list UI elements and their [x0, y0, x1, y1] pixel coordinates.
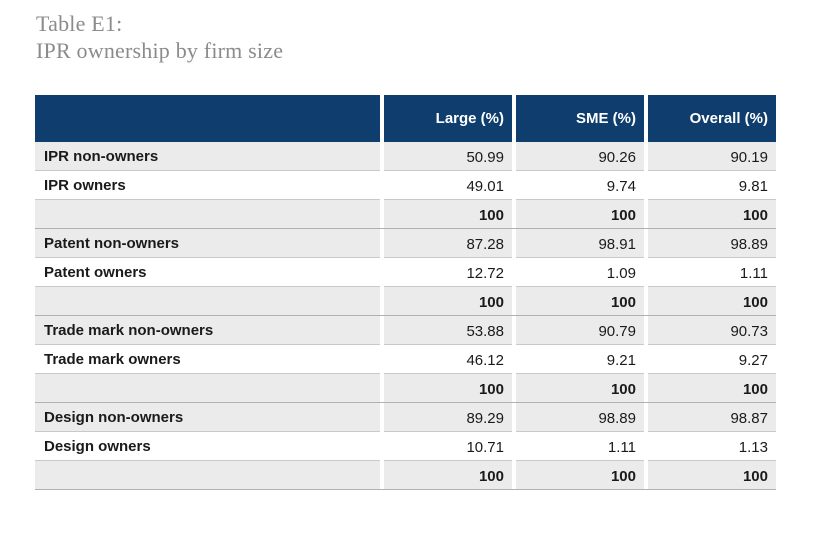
cell-overall: 9.27: [648, 345, 776, 374]
row-label: [35, 461, 380, 490]
cell-sme: 100: [516, 200, 644, 229]
row-label: Design owners: [35, 432, 380, 461]
column-header-overall: Overall (%): [648, 95, 776, 142]
cell-overall: 98.89: [648, 229, 776, 258]
cell-sme: 9.74: [516, 171, 644, 200]
cell-overall: 9.81: [648, 171, 776, 200]
row-label: [35, 200, 380, 229]
row-label: Patent non-owners: [35, 229, 380, 258]
table-row: Trade mark owners 46.12 9.21 9.27: [35, 345, 776, 374]
table-header-row: Large (%) SME (%) Overall (%): [35, 95, 776, 142]
cell-sme: 98.91: [516, 229, 644, 258]
table-row: 100 100 100: [35, 200, 776, 229]
row-label: [35, 287, 380, 316]
table-row: Patent owners 12.72 1.09 1.11: [35, 258, 776, 287]
cell-overall: 100: [648, 200, 776, 229]
table-row: 100 100 100: [35, 461, 776, 490]
table-title: Table E1: IPR ownership by firm size: [36, 10, 283, 64]
row-label: Patent owners: [35, 258, 380, 287]
cell-sme: 100: [516, 374, 644, 403]
row-label: Trade mark non-owners: [35, 316, 380, 345]
cell-overall: 1.11: [648, 258, 776, 287]
cell-large: 100: [384, 200, 512, 229]
row-label: Design non-owners: [35, 403, 380, 432]
column-header-large: Large (%): [384, 95, 512, 142]
table-row: IPR non-owners 50.99 90.26 90.19: [35, 142, 776, 171]
cell-overall: 1.13: [648, 432, 776, 461]
cell-overall: 98.87: [648, 403, 776, 432]
table-row: IPR owners 49.01 9.74 9.81: [35, 171, 776, 200]
cell-large: 100: [384, 287, 512, 316]
cell-large: 87.28: [384, 229, 512, 258]
cell-large: 100: [384, 461, 512, 490]
table-row: Trade mark non-owners 53.88 90.79 90.73: [35, 316, 776, 345]
cell-sme: 1.09: [516, 258, 644, 287]
cell-sme: 90.79: [516, 316, 644, 345]
cell-large: 49.01: [384, 171, 512, 200]
cell-sme: 1.11: [516, 432, 644, 461]
row-label: [35, 374, 380, 403]
table-row: Design owners 10.71 1.11 1.13: [35, 432, 776, 461]
cell-large: 100: [384, 374, 512, 403]
table-caption: IPR ownership by firm size: [36, 38, 284, 63]
cell-sme: 90.26: [516, 142, 644, 171]
cell-sme: 100: [516, 287, 644, 316]
ipr-ownership-table: Large (%) SME (%) Overall (%) IPR non-ow…: [35, 95, 776, 490]
cell-large: 50.99: [384, 142, 512, 171]
cell-large: 12.72: [384, 258, 512, 287]
table-row: 100 100 100: [35, 287, 776, 316]
cell-overall: 90.19: [648, 142, 776, 171]
cell-overall: 100: [648, 374, 776, 403]
cell-overall: 90.73: [648, 316, 776, 345]
column-header-label: [35, 95, 380, 142]
table-row: Patent non-owners 87.28 98.91 98.89: [35, 229, 776, 258]
table-row: 100 100 100: [35, 374, 776, 403]
cell-sme: 98.89: [516, 403, 644, 432]
cell-sme: 100: [516, 461, 644, 490]
cell-sme: 9.21: [516, 345, 644, 374]
table-row: Design non-owners 89.29 98.89 98.87: [35, 403, 776, 432]
cell-overall: 100: [648, 461, 776, 490]
cell-large: 89.29: [384, 403, 512, 432]
column-header-sme: SME (%): [516, 95, 644, 142]
table-number: Table E1:: [36, 11, 123, 36]
cell-overall: 100: [648, 287, 776, 316]
cell-large: 46.12: [384, 345, 512, 374]
cell-large: 53.88: [384, 316, 512, 345]
cell-large: 10.71: [384, 432, 512, 461]
row-label: Trade mark owners: [35, 345, 380, 374]
row-label: IPR owners: [35, 171, 380, 200]
row-label: IPR non-owners: [35, 142, 380, 171]
